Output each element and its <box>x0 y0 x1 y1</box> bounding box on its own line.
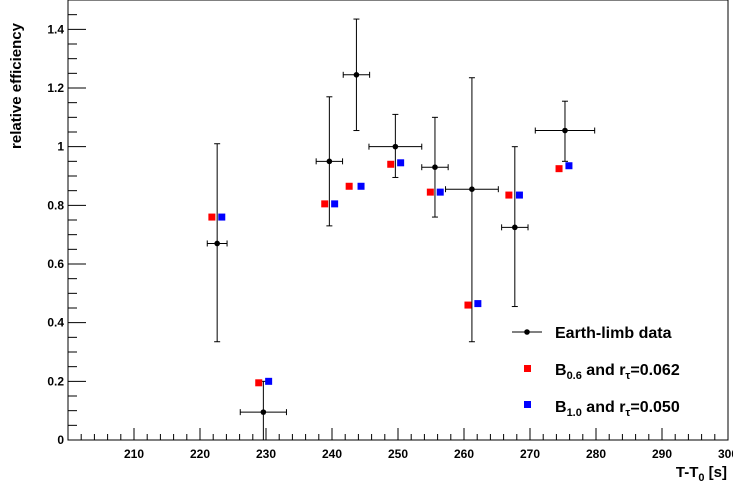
x-axis-tick-labels: 210 220 230 240 250 260 270 280 290 300 <box>124 447 733 461</box>
y-axis-title: relative efficiency <box>8 22 25 149</box>
x-tick-label: 240 <box>322 447 342 461</box>
data-point <box>357 182 365 190</box>
legend-label-b10: B1.0 and rτ=0.050 <box>555 399 680 419</box>
data-point <box>255 379 263 387</box>
y-tick-label: 0.2 <box>47 374 64 388</box>
series-0 <box>206 18 596 441</box>
data-point <box>214 240 220 247</box>
y-tick-label: 0.4 <box>47 316 64 330</box>
x-tick-label: 250 <box>388 447 408 461</box>
x-tick-label: 220 <box>190 447 210 461</box>
legend-entry-b06: B0.6 and rτ=0.062 <box>524 362 680 382</box>
data-point <box>565 162 573 170</box>
series-1 <box>208 160 563 387</box>
y-tick-label: 1.4 <box>47 22 64 36</box>
data-point <box>464 301 472 309</box>
data-point <box>345 182 353 190</box>
data-point <box>321 200 329 208</box>
data-point <box>208 213 216 221</box>
y-tick-label: 1.2 <box>47 81 64 95</box>
x-tick-label: 260 <box>454 447 474 461</box>
data-point <box>392 143 399 150</box>
data-point <box>397 159 405 167</box>
y-axis-ticks <box>68 0 86 441</box>
x-tick-label: 210 <box>124 447 144 461</box>
x-tick-label: 290 <box>652 447 672 461</box>
data-point <box>218 213 226 221</box>
x-tick-label: 270 <box>520 447 540 461</box>
series-layer <box>206 18 596 441</box>
data-point <box>469 186 475 192</box>
legend-entry-b10: B1.0 and rτ=0.050 <box>524 399 680 419</box>
y-tick-label: 0 <box>57 433 64 447</box>
y-tick-label: 0.8 <box>47 198 64 212</box>
data-point <box>515 191 523 199</box>
x-axis-ticks <box>67 428 729 440</box>
data-point <box>353 72 360 78</box>
y-tick-label: 1 <box>57 140 64 154</box>
y-tick-label: 0.6 <box>47 257 64 271</box>
data-point <box>260 409 267 415</box>
data-point <box>436 188 444 196</box>
data-point <box>555 165 563 173</box>
legend-label-b06: B0.6 and rτ=0.062 <box>555 362 680 382</box>
data-point <box>562 127 568 134</box>
data-point <box>331 200 339 208</box>
series-2 <box>218 159 573 385</box>
legend: Earth-limb data B0.6 and rτ=0.062 B1.0 a… <box>512 325 680 419</box>
legend-entry-earth-limb: Earth-limb data <box>512 325 672 342</box>
data-point <box>474 300 482 308</box>
legend-label-earth-limb: Earth-limb data <box>555 325 672 342</box>
data-point <box>387 160 395 168</box>
x-axis-title: T-T0 [s] <box>676 464 727 484</box>
legend-marker-b10 <box>524 401 531 408</box>
legend-marker-b06 <box>524 365 531 372</box>
data-point <box>512 224 518 231</box>
x-tick-label: 300 <box>718 447 733 461</box>
data-point <box>265 377 273 385</box>
y-axis-tick-labels: 0 0.2 0.4 0.6 0.8 1 1.2 1.4 <box>47 22 64 447</box>
x-tick-label: 230 <box>256 447 276 461</box>
data-point <box>505 191 513 199</box>
legend-marker-earth-limb <box>524 329 530 335</box>
data-point <box>326 158 333 165</box>
data-point <box>432 164 438 170</box>
x-tick-label: 280 <box>586 447 606 461</box>
data-point <box>426 188 434 196</box>
